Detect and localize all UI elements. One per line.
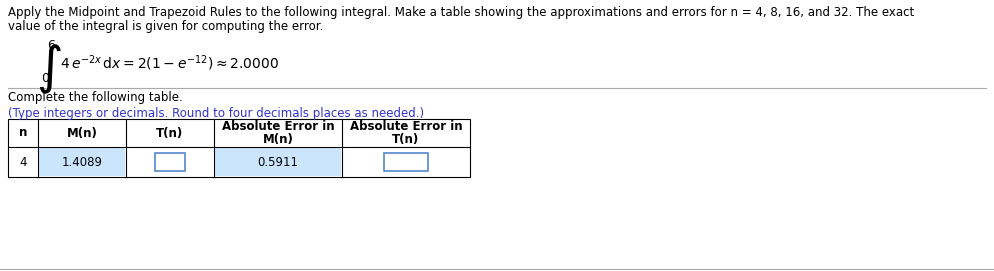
Bar	[155, 153, 185, 171]
Text: Complete the following table.: Complete the following table.	[8, 91, 183, 104]
Text: 0.5911: 0.5911	[257, 156, 298, 169]
Text: 1.4089: 1.4089	[62, 156, 102, 169]
Text: T(n): T(n)	[156, 127, 184, 140]
Text: value of the integral is given for computing the error.: value of the integral is given for compu…	[8, 20, 323, 33]
Bar	[8, 119, 470, 177]
Text: M(n): M(n)	[67, 127, 97, 140]
Bar	[384, 153, 428, 171]
Text: Absolute Error in: Absolute Error in	[222, 121, 334, 134]
Text: Absolute Error in: Absolute Error in	[350, 121, 462, 134]
Bar	[39, 148, 125, 176]
Text: M(n): M(n)	[262, 133, 293, 146]
Text: n: n	[19, 127, 27, 140]
Text: 6: 6	[47, 39, 55, 52]
Text: T(n): T(n)	[393, 133, 419, 146]
Text: (Type integers or decimals. Round to four decimals places as needed.): (Type integers or decimals. Round to fou…	[8, 107, 424, 120]
Text: 0: 0	[41, 72, 49, 85]
Text: Apply the Midpoint and Trapezoid Rules to the following integral. Make a table s: Apply the Midpoint and Trapezoid Rules t…	[8, 6, 914, 19]
Text: $4 \, e^{-2x} \, \mathrm{d}x = 2\left(1 - e^{-12}\right) \approx 2.0000$: $4 \, e^{-2x} \, \mathrm{d}x = 2\left(1 …	[60, 53, 279, 73]
Text: 4: 4	[19, 156, 27, 169]
Text: $\int$: $\int$	[36, 43, 62, 96]
Bar	[215, 148, 341, 176]
